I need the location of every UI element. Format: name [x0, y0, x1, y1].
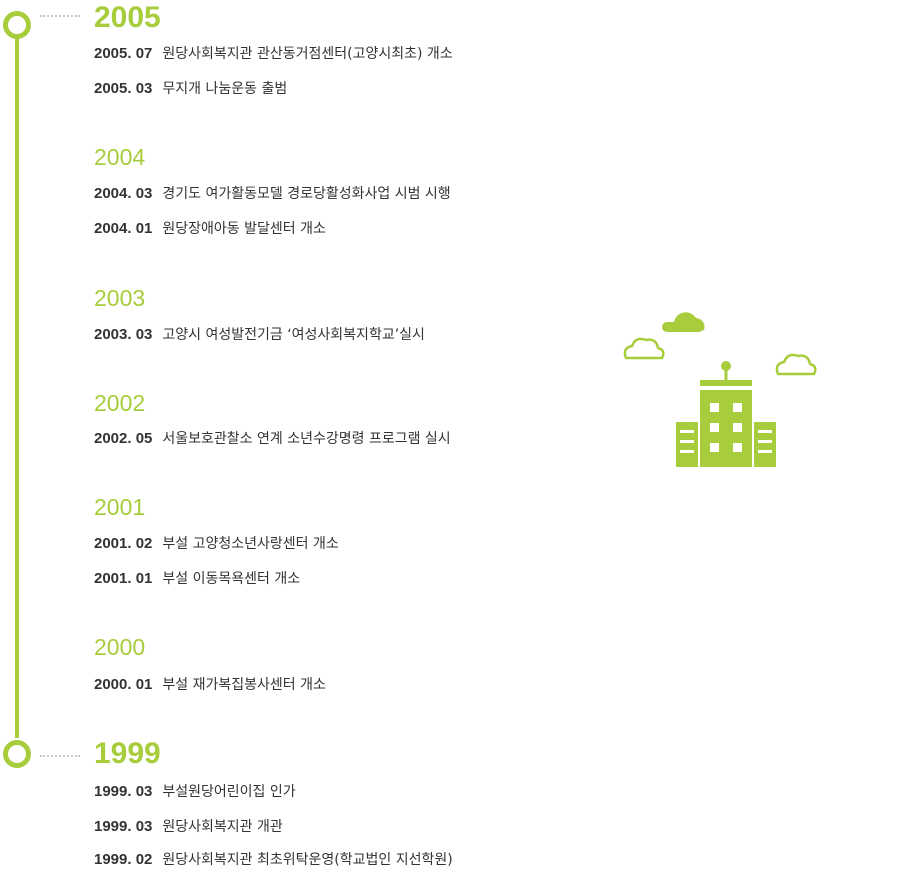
timeline-item: 1999. 03 원당사회복지관 개관 — [94, 819, 283, 834]
building-illustration — [623, 312, 817, 467]
timeline-item: 2005. 07 원당사회복지관 관산동거점센터(고양시최초) 개소 — [94, 46, 453, 61]
item-date: 2002. 05 — [94, 430, 153, 447]
item-date: 1999. 03 — [94, 818, 153, 835]
item-date: 2001. 02 — [94, 535, 153, 552]
item-date: 2004. 01 — [94, 220, 153, 237]
year-heading: 2000 — [94, 634, 146, 660]
timeline-ring-top-icon — [3, 11, 31, 39]
timeline-item: 1999. 02 원당사회복지관 최초위탁운영(학교법인 지선학원) — [94, 852, 453, 867]
item-text: 원당사회복지관 최초위탁운영(학교법인 지선학원) — [162, 852, 453, 868]
year-heading: 2001 — [94, 494, 146, 520]
item-date: 1999. 02 — [94, 851, 153, 868]
item-text: 원당사회복지관 관산동거점센터(고양시최초) 개소 — [162, 46, 453, 62]
timeline-dots-bottom — [40, 755, 80, 757]
timeline-ring-bottom-icon — [3, 740, 31, 768]
item-text: 부설원당어린이집 인가 — [162, 784, 296, 800]
item-text: 무지개 나눔운동 출범 — [162, 81, 288, 97]
year-heading: 2002 — [94, 390, 146, 416]
cloud-icon — [775, 353, 817, 376]
year-heading: 2004 — [94, 144, 146, 170]
cloud-icon — [623, 337, 665, 360]
item-date: 2004. 03 — [94, 185, 153, 202]
item-date: 2003. 03 — [94, 326, 153, 343]
timeline-dots-top — [40, 15, 80, 17]
item-text: 고양시 여성발전기금 ‘여성사회복지학교’실시 — [162, 327, 425, 343]
year-heading: 2003 — [94, 285, 146, 311]
timeline-item: 2001. 02 부설 고양청소년사랑센터 개소 — [94, 536, 339, 551]
year-heading: 2005 — [94, 1, 161, 34]
item-date: 2005. 03 — [94, 80, 153, 97]
item-text: 부설 재가복집봉사센터 개소 — [162, 677, 326, 693]
building-icon — [676, 361, 776, 467]
timeline-item: 1999. 03 부설원당어린이집 인가 — [94, 784, 296, 799]
item-date: 2005. 07 — [94, 45, 153, 62]
item-text: 부설 이동목욕센터 개소 — [162, 571, 301, 587]
item-date: 2000. 01 — [94, 676, 153, 693]
item-date: 2001. 01 — [94, 570, 153, 587]
year-heading: 1999 — [94, 737, 161, 770]
timeline-item: 2001. 01 부설 이동목욕센터 개소 — [94, 571, 300, 586]
item-date: 1999. 03 — [94, 783, 153, 800]
timeline-item: 2004. 01 원당장애아동 발달센터 개소 — [94, 221, 326, 236]
timeline-item: 2005. 03 무지개 나눔운동 출범 — [94, 81, 287, 96]
item-text: 원당사회복지관 개관 — [162, 819, 283, 835]
timeline-item: 2000. 01 부설 재가복집봉사센터 개소 — [94, 677, 326, 692]
item-text: 경기도 여가활동모델 경로당활성화사업 시범 시행 — [162, 186, 451, 202]
timeline-line — [15, 26, 19, 738]
cloud-icon — [662, 312, 705, 332]
timeline-item: 2003. 03 고양시 여성발전기금 ‘여성사회복지학교’실시 — [94, 327, 425, 342]
item-text: 부설 고양청소년사랑센터 개소 — [162, 536, 339, 552]
item-text: 서울보호관찰소 연계 소년수강명령 프로그램 실시 — [162, 431, 451, 447]
timeline-item: 2004. 03 경기도 여가활동모델 경로당활성화사업 시범 시행 — [94, 186, 451, 201]
timeline-item: 2002. 05 서울보호관찰소 연계 소년수강명령 프로그램 실시 — [94, 431, 451, 446]
item-text: 원당장애아동 발달센터 개소 — [162, 221, 326, 237]
